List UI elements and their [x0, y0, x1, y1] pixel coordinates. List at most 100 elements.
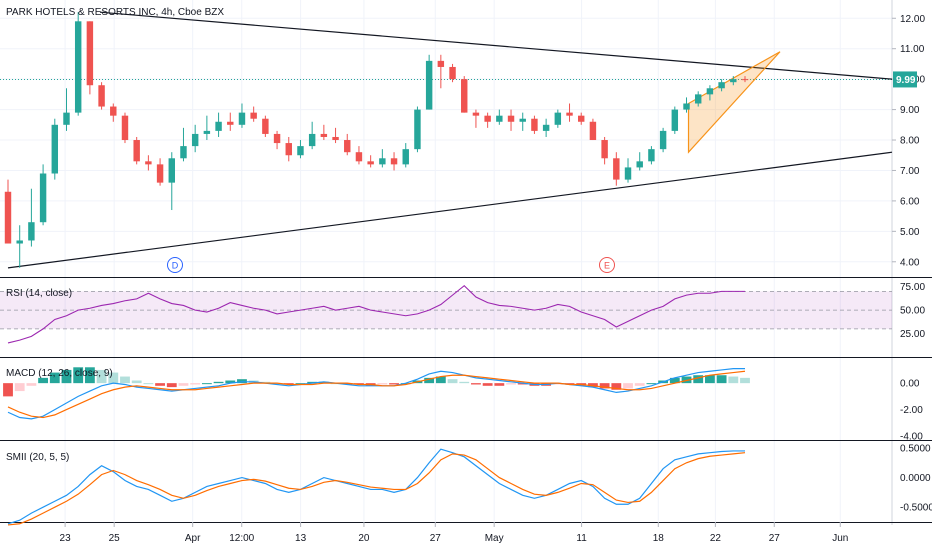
candle-body[interactable]	[659, 130, 667, 150]
candle-body[interactable]	[496, 115, 503, 122]
candle-body[interactable]	[191, 133, 199, 147]
candle-body[interactable]	[227, 121, 234, 125]
candle-body[interactable]	[624, 167, 632, 180]
candle-body[interactable]	[414, 109, 421, 150]
trendline-lower	[7, 151, 893, 269]
candle-body[interactable]	[215, 121, 222, 131]
candle-body[interactable]	[74, 21, 82, 113]
event-marker-e[interactable]	[599, 257, 615, 273]
candle-body[interactable]	[449, 66, 456, 80]
event-marker-d[interactable]	[167, 257, 183, 273]
macd-histogram-bar	[377, 383, 388, 385]
candle-body[interactable]	[437, 60, 445, 67]
candle-body[interactable]	[262, 118, 269, 134]
symbol-title: PARK HOTELS & RESORTS INC, 4h, Cboe BZX	[6, 7, 224, 18]
macd-histogram-bar	[225, 380, 236, 384]
candle-body[interactable]	[730, 79, 737, 83]
current-price-badge	[893, 71, 917, 88]
candle-body[interactable]	[145, 161, 152, 165]
macd-tick-label: 0.00	[900, 379, 920, 390]
candle-body[interactable]	[156, 164, 164, 183]
candle-body[interactable]	[180, 146, 187, 159]
candle-body[interactable]	[425, 60, 433, 110]
candle-body[interactable]	[285, 143, 292, 156]
macd-pane[interactable]	[3, 367, 750, 420]
time-axis[interactable]: 23 25 Apr 12:00 13 20 27 May 11 18 22 27 Jun	[60, 522, 849, 544]
candle-body[interactable]	[542, 124, 550, 131]
candle-body[interactable]	[578, 115, 585, 122]
candle-body[interactable]	[238, 112, 246, 125]
candle-body[interactable]	[39, 173, 47, 223]
candle-body[interactable]	[472, 112, 480, 116]
candle-body[interactable]	[694, 94, 702, 104]
candle-body[interactable]	[566, 112, 573, 116]
candle-body[interactable]	[320, 133, 328, 137]
price-tick-label: 8.00	[900, 136, 920, 147]
candle-body[interactable]	[28, 222, 35, 241]
candle-body[interactable]	[203, 130, 211, 134]
candle-body[interactable]	[250, 112, 257, 119]
price-tick-label: 4.00	[900, 257, 920, 268]
macd-histogram-bar	[552, 383, 563, 385]
smii-pane[interactable]	[7, 448, 746, 526]
candle-body[interactable]	[110, 106, 117, 116]
candle-body[interactable]	[554, 112, 562, 125]
candle-body[interactable]	[531, 118, 538, 131]
candle-body[interactable]	[402, 149, 409, 165]
candle-body[interactable]	[589, 121, 597, 141]
time-tick-label: May	[485, 533, 504, 544]
smii-tick-label: 0.5000	[900, 443, 931, 454]
candle-body[interactable]	[86, 21, 94, 86]
price-axis[interactable]: 12.0011.0010.009.008.007.006.005.004.009…	[892, 14, 932, 514]
macd-histogram-bar	[611, 383, 622, 390]
candle-body[interactable]	[718, 82, 725, 89]
candle-body[interactable]	[4, 191, 12, 244]
candle-body[interactable]	[121, 115, 129, 141]
macd-histogram-bar	[120, 376, 130, 384]
candle-body[interactable]	[16, 240, 23, 244]
candle-body[interactable]	[613, 158, 620, 180]
macd-tick-label: -2.00	[900, 405, 923, 416]
candle-body[interactable]	[671, 109, 679, 131]
macd-histogram-bar	[260, 381, 271, 384]
candle-body[interactable]	[601, 140, 608, 159]
candle-body[interactable]	[355, 152, 363, 162]
chart-gridlines	[0, 0, 892, 522]
time-tick-label: 23	[60, 533, 72, 544]
candle-body[interactable]	[683, 103, 690, 110]
candle-body[interactable]	[648, 149, 655, 162]
candle-body[interactable]	[484, 115, 491, 122]
candle-body[interactable]	[741, 79, 749, 81]
candle-body[interactable]	[98, 85, 105, 107]
candle-body[interactable]	[63, 112, 70, 125]
candle-body[interactable]	[308, 133, 316, 147]
candle-body[interactable]	[636, 161, 643, 168]
candle-body[interactable]	[273, 133, 281, 144]
candle-body[interactable]	[367, 161, 374, 165]
candle-body[interactable]	[390, 158, 398, 165]
macd-histogram-bar	[283, 383, 294, 385]
candle-body[interactable]	[344, 140, 351, 153]
macd-histogram-bar	[307, 381, 318, 384]
candle-body[interactable]	[379, 158, 386, 165]
candle-body[interactable]	[507, 115, 515, 122]
candle-body[interactable]	[297, 146, 304, 156]
candle-body[interactable]	[706, 88, 714, 95]
candle-body[interactable]	[332, 136, 339, 141]
macd-histogram-bar	[646, 383, 657, 385]
macd-histogram-bar	[38, 377, 49, 384]
macd-tick-label: -4.00	[900, 432, 923, 443]
time-tick-label: 13	[295, 533, 307, 544]
macd-histogram-bar	[178, 383, 189, 386]
rsi-pane[interactable]	[0, 285, 892, 344]
candle-body[interactable]	[133, 140, 140, 162]
candle-body[interactable]	[461, 79, 468, 113]
candle-body[interactable]	[168, 158, 175, 183]
macd-histogram-bar	[634, 383, 645, 386]
candle-body[interactable]	[51, 124, 59, 174]
time-tick-label: 12:00	[229, 533, 254, 544]
price-tick-label: 12.00	[900, 14, 925, 25]
candle-body[interactable]	[519, 118, 526, 122]
